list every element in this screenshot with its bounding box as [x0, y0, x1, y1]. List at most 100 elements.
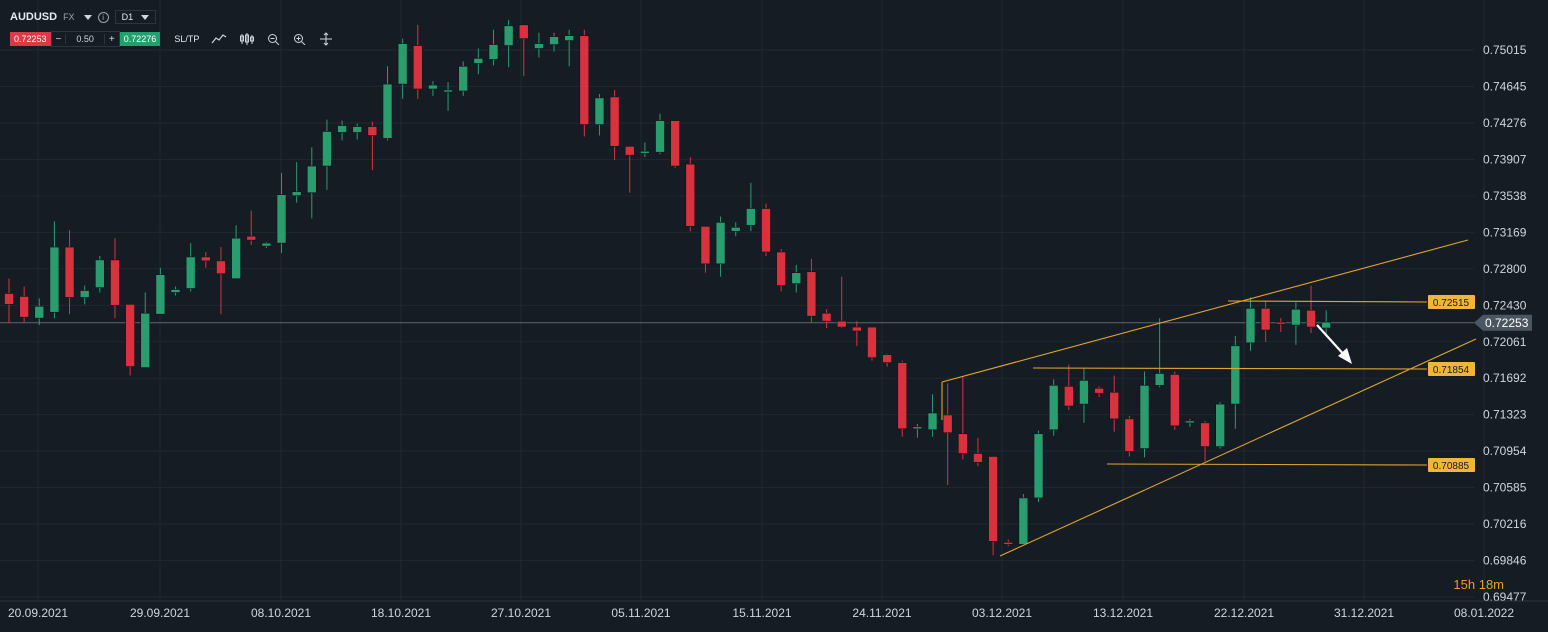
- crosshair-icon[interactable]: [319, 32, 333, 46]
- bull-candle[interactable]: [95, 259, 105, 288]
- bull-candle[interactable]: [1245, 307, 1256, 344]
- bear-candle[interactable]: [367, 126, 378, 136]
- bear-candle[interactable]: [246, 235, 257, 241]
- forecast-arrow[interactable]: [1316, 324, 1347, 358]
- bull-candle[interactable]: [140, 312, 151, 368]
- bull-candle[interactable]: [261, 242, 272, 247]
- bull-candle[interactable]: [594, 97, 605, 125]
- bear-candle[interactable]: [201, 256, 211, 262]
- bear-candle[interactable]: [836, 320, 847, 328]
- bull-candle[interactable]: [1139, 385, 1150, 449]
- bear-candle[interactable]: [685, 163, 696, 227]
- bear-candle[interactable]: [821, 312, 832, 322]
- bear-candle[interactable]: [776, 251, 786, 286]
- bear-candle[interactable]: [958, 433, 968, 454]
- bull-candle[interactable]: [231, 237, 241, 279]
- bull-candle[interactable]: [534, 43, 544, 49]
- zoom-in-icon[interactable]: [293, 33, 307, 45]
- bull-candle[interactable]: [1048, 385, 1059, 431]
- bull-candle[interactable]: [473, 58, 484, 64]
- buy-price-button[interactable]: 0.72276: [119, 32, 161, 46]
- bull-candle[interactable]: [428, 84, 438, 90]
- bull-candle[interactable]: [337, 125, 347, 133]
- level-line-72515[interactable]: [1227, 300, 1428, 303]
- bull-candle[interactable]: [730, 226, 741, 232]
- bull-candle[interactable]: [655, 120, 665, 153]
- bull-candle[interactable]: [352, 126, 363, 133]
- bull-candle[interactable]: [715, 222, 726, 265]
- bull-candle[interactable]: [1018, 497, 1029, 545]
- bear-candle[interactable]: [852, 326, 862, 332]
- bull-candle[interactable]: [791, 272, 802, 284]
- bull-candle[interactable]: [1033, 433, 1044, 499]
- bull-candle[interactable]: [549, 36, 559, 45]
- info-icon[interactable]: i: [97, 11, 109, 23]
- bull-candle[interactable]: [397, 43, 408, 85]
- bull-candle[interactable]: [927, 412, 938, 431]
- quantity-stepper[interactable]: − 0.50 +: [50, 31, 120, 47]
- bull-candle[interactable]: [185, 256, 196, 289]
- bear-candle[interactable]: [64, 246, 75, 298]
- bull-candle[interactable]: [1321, 321, 1331, 329]
- channel-lower-line[interactable]: [999, 338, 1477, 557]
- bear-candle[interactable]: [670, 120, 680, 167]
- bull-candle[interactable]: [306, 165, 317, 194]
- bear-candle[interactable]: [973, 453, 983, 463]
- bear-candle[interactable]: [216, 260, 226, 275]
- channel-upper-line[interactable]: [941, 239, 1469, 383]
- bull-candle[interactable]: [1154, 373, 1165, 386]
- line-chart-icon[interactable]: [211, 33, 227, 45]
- bear-candle[interactable]: [700, 226, 711, 265]
- bull-candle[interactable]: [488, 44, 499, 60]
- bear-candle[interactable]: [1124, 418, 1135, 452]
- bear-candle[interactable]: [4, 293, 14, 305]
- candles-icon[interactable]: [239, 33, 255, 45]
- bull-candle[interactable]: [276, 194, 287, 244]
- level-line-71854[interactable]: [1032, 367, 1428, 370]
- bull-candle[interactable]: [291, 191, 302, 196]
- bear-candle[interactable]: [897, 362, 908, 430]
- bear-candle[interactable]: [110, 259, 120, 306]
- timeframe-select[interactable]: D1: [114, 10, 157, 24]
- bull-candle[interactable]: [1291, 308, 1301, 326]
- bull-candle[interactable]: [382, 83, 393, 139]
- bear-candle[interactable]: [761, 208, 771, 253]
- bear-candle[interactable]: [1200, 422, 1210, 447]
- bear-candle[interactable]: [1003, 542, 1014, 545]
- bear-candle[interactable]: [882, 354, 892, 363]
- sltp-button[interactable]: SL/TP: [174, 34, 200, 44]
- bull-candle[interactable]: [1230, 345, 1241, 405]
- symbol-label[interactable]: AUDUSD: [10, 11, 58, 23]
- bear-candle[interactable]: [518, 24, 529, 39]
- bull-candle[interactable]: [1185, 420, 1195, 424]
- bear-candle[interactable]: [1094, 387, 1104, 394]
- bear-candle[interactable]: [988, 456, 998, 542]
- bull-candle[interactable]: [322, 131, 332, 167]
- bull-candle[interactable]: [746, 208, 756, 226]
- bear-candle[interactable]: [867, 326, 877, 358]
- bull-candle[interactable]: [912, 426, 923, 430]
- bull-candle[interactable]: [458, 65, 469, 92]
- bull-candle[interactable]: [640, 150, 650, 154]
- bear-candle[interactable]: [19, 296, 29, 318]
- bull-candle[interactable]: [564, 35, 574, 41]
- bear-candle[interactable]: [1169, 374, 1180, 427]
- bear-candle[interactable]: [1064, 386, 1074, 407]
- bull-candle[interactable]: [1215, 403, 1225, 447]
- bear-candle[interactable]: [412, 45, 423, 90]
- bear-candle[interactable]: [1275, 321, 1286, 325]
- bear-candle[interactable]: [624, 146, 635, 156]
- level-line-70885[interactable]: [1106, 463, 1428, 466]
- symbol-dropdown-icon[interactable]: [83, 14, 92, 20]
- zoom-out-icon[interactable]: [267, 33, 281, 45]
- bear-candle[interactable]: [1109, 391, 1120, 420]
- decrease-button[interactable]: −: [55, 33, 62, 45]
- bear-candle[interactable]: [1260, 307, 1271, 331]
- bear-candle[interactable]: [125, 304, 135, 367]
- bear-candle[interactable]: [1306, 309, 1316, 328]
- bear-candle[interactable]: [806, 271, 817, 317]
- bull-candle[interactable]: [49, 246, 60, 313]
- bear-candle[interactable]: [579, 35, 590, 125]
- bull-candle[interactable]: [443, 89, 453, 93]
